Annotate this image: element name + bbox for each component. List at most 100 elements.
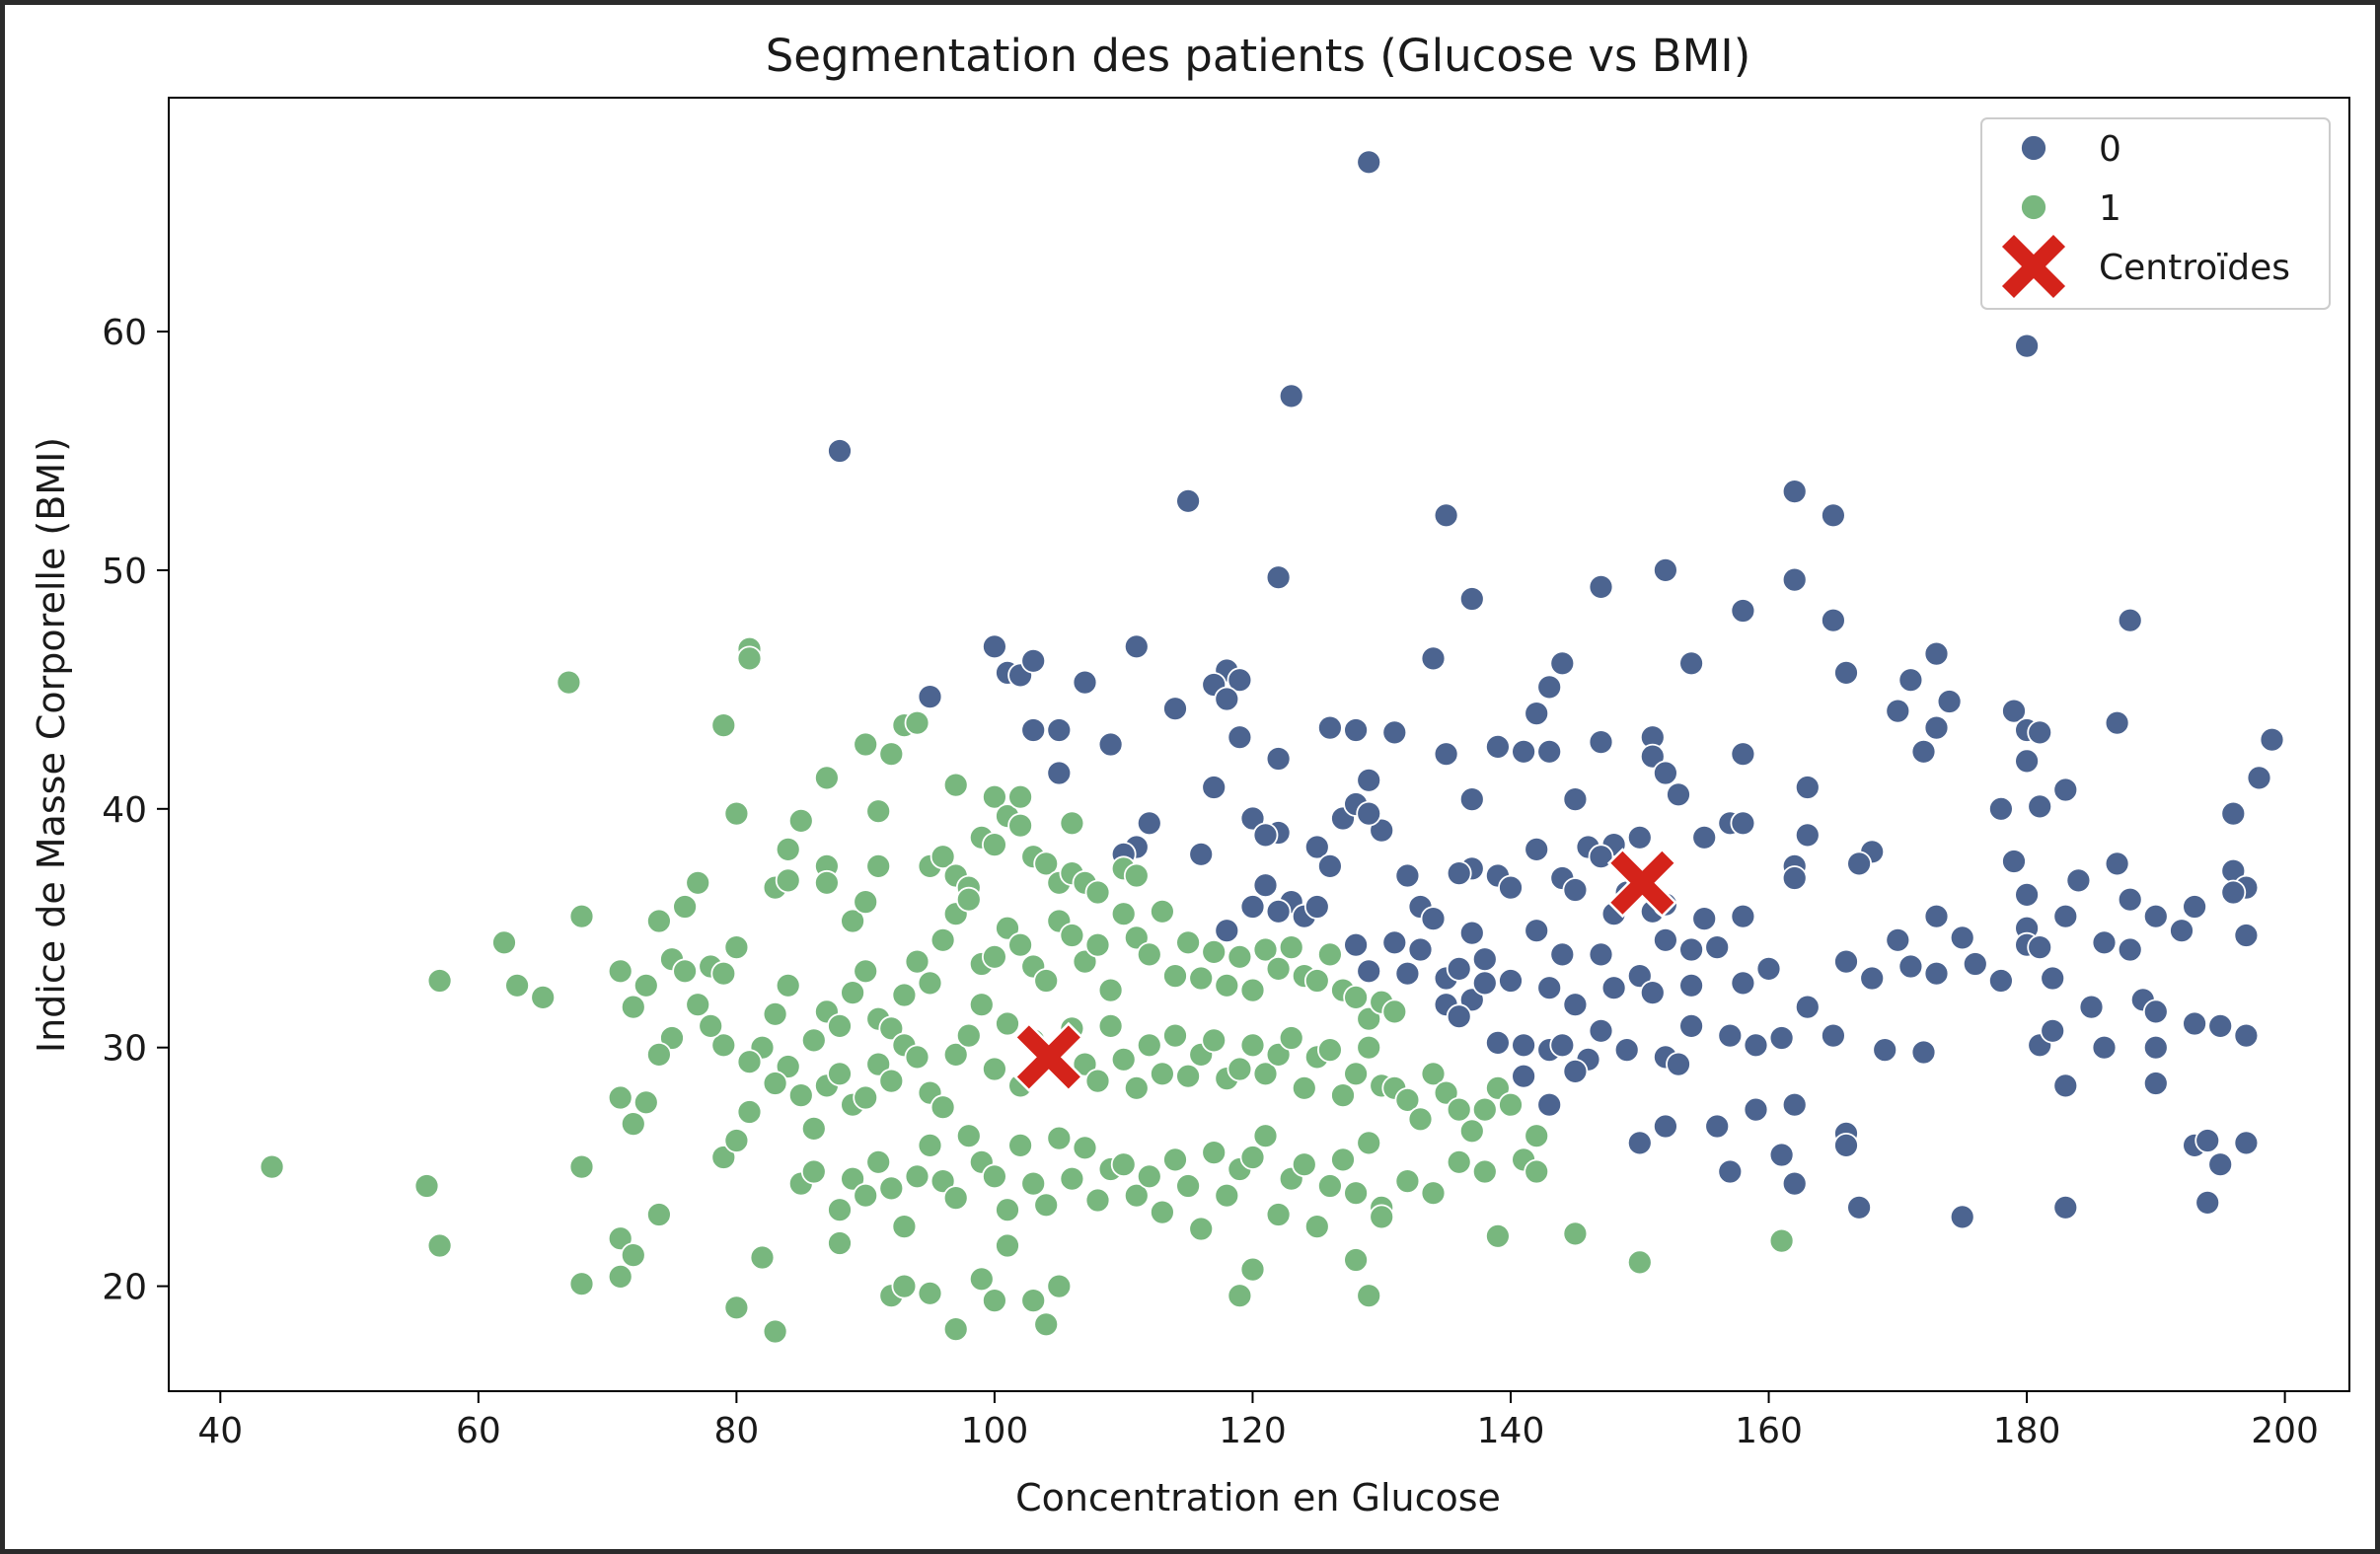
data-point-0-53	[1485, 734, 1511, 760]
centroid-layer	[1013, 848, 1677, 1092]
data-point-0-59	[1730, 741, 1756, 768]
data-point-0-151	[2091, 929, 2118, 956]
data-point-0-2	[1278, 383, 1304, 409]
data-point-0-214	[1653, 1113, 1678, 1140]
data-point-0-97	[2220, 800, 2247, 827]
data-point-0-198	[1910, 1039, 1937, 1066]
data-point-1-139	[1123, 1074, 1150, 1101]
data-point-0-226	[2207, 1151, 2234, 1178]
data-point-0-193	[1717, 1022, 1744, 1049]
data-point-0-60	[1046, 760, 1073, 786]
data-point-1-5	[904, 709, 930, 736]
data-point-1-107	[1303, 968, 1330, 994]
data-point-1-62	[685, 992, 711, 1018]
data-point-1-68	[800, 1027, 827, 1054]
data-point-1-145	[1201, 1027, 1227, 1054]
data-point-0-47	[2027, 719, 2053, 746]
data-point-1-28	[775, 837, 801, 862]
data-point-1-217	[1356, 1130, 1382, 1156]
data-point-1-29	[787, 808, 814, 834]
data-point-0-160	[1458, 987, 1485, 1013]
data-point-1-233	[607, 1264, 633, 1290]
data-point-0-61	[1356, 767, 1382, 793]
data-point-1-17	[607, 958, 633, 985]
data-point-0-140	[1549, 941, 1576, 968]
data-point-1-247	[1020, 1288, 1047, 1313]
data-point-0-81	[1188, 841, 1215, 867]
data-point-0-120	[1498, 874, 1524, 901]
data-point-1-70	[827, 1013, 853, 1039]
data-point-1-15	[504, 972, 530, 999]
data-point-1-161	[1407, 1106, 1434, 1133]
data-point-1-25	[723, 800, 750, 827]
y-tick-label: 50	[102, 552, 147, 592]
points-layer	[259, 149, 2285, 1345]
data-point-0-185	[1511, 1032, 1536, 1059]
data-point-0-49	[1097, 731, 1124, 758]
data-point-0-3	[827, 438, 853, 464]
data-point-1-202	[1162, 1147, 1188, 1173]
data-point-0-12	[1458, 586, 1485, 612]
data-point-0-73	[1369, 817, 1395, 844]
data-point-1-130	[982, 1056, 1007, 1082]
data-point-1-14	[426, 968, 453, 994]
data-point-0-228	[2194, 1190, 2221, 1216]
x-tick-label: 80	[713, 1411, 759, 1451]
data-point-1-198	[1110, 1151, 1137, 1178]
data-point-1-182	[904, 1163, 930, 1190]
data-point-1-228	[413, 1173, 440, 1199]
data-point-0-7	[1433, 502, 1459, 529]
data-point-0-70	[2246, 765, 2272, 791]
data-point-1-210	[1265, 1202, 1292, 1227]
data-point-1-89	[1072, 948, 1098, 975]
data-point-1-195	[1072, 1135, 1098, 1161]
data-point-1-120	[853, 1084, 879, 1111]
data-point-1-11	[646, 908, 672, 934]
data-point-1-244	[968, 1266, 995, 1293]
data-point-1-121	[865, 1051, 892, 1077]
data-point-0-143	[1678, 936, 1704, 963]
data-point-1-60	[710, 1032, 737, 1059]
data-point-0-41	[1046, 717, 1073, 743]
data-point-1-101	[1227, 943, 1253, 970]
data-point-0-174	[1923, 960, 1950, 987]
data-point-0-37	[1936, 689, 1963, 714]
data-point-1-194	[1059, 1165, 1085, 1192]
x-tick-label: 60	[456, 1411, 501, 1451]
data-point-1-24	[723, 934, 750, 960]
data-point-0-155	[2233, 923, 2260, 948]
data-point-1-179	[865, 1148, 892, 1175]
data-point-0-209	[1743, 1096, 1769, 1123]
data-point-1-21	[672, 958, 698, 985]
data-point-0-40	[1020, 717, 1047, 743]
data-point-0-32	[917, 684, 943, 709]
data-point-1-254	[1369, 1204, 1395, 1230]
data-point-1-52	[1084, 879, 1111, 906]
data-point-0-83	[1252, 822, 1279, 849]
data-point-0-57	[1639, 743, 1666, 770]
data-point-0-108	[2104, 851, 2130, 877]
data-point-1-8	[878, 741, 905, 768]
data-point-1-57	[762, 1000, 788, 1027]
data-point-0-25	[1923, 640, 1950, 667]
data-point-1-196	[1084, 1187, 1111, 1214]
data-point-0-33	[1162, 696, 1188, 722]
data-point-0-42	[1317, 714, 1343, 741]
data-point-1-113	[1381, 999, 1408, 1025]
data-point-1-38	[942, 772, 969, 798]
legend-label: 1	[2099, 188, 2121, 229]
data-point-1-48	[1033, 851, 1060, 877]
data-point-1-209	[1252, 1123, 1279, 1149]
data-point-1-167	[1485, 1074, 1511, 1101]
data-point-1-226	[1562, 1221, 1589, 1247]
data-point-1-45	[1007, 783, 1033, 810]
x-tick-label: 120	[1219, 1411, 1287, 1451]
data-point-1-164	[1446, 1096, 1472, 1123]
data-point-0-116	[1265, 898, 1292, 925]
data-point-1-189	[995, 1197, 1020, 1223]
data-point-1-222	[1471, 1158, 1498, 1185]
data-point-1-27	[775, 867, 801, 894]
data-point-0-15	[2117, 607, 2143, 633]
data-point-0-146	[1885, 926, 1911, 953]
data-point-0-58	[1653, 760, 1678, 786]
